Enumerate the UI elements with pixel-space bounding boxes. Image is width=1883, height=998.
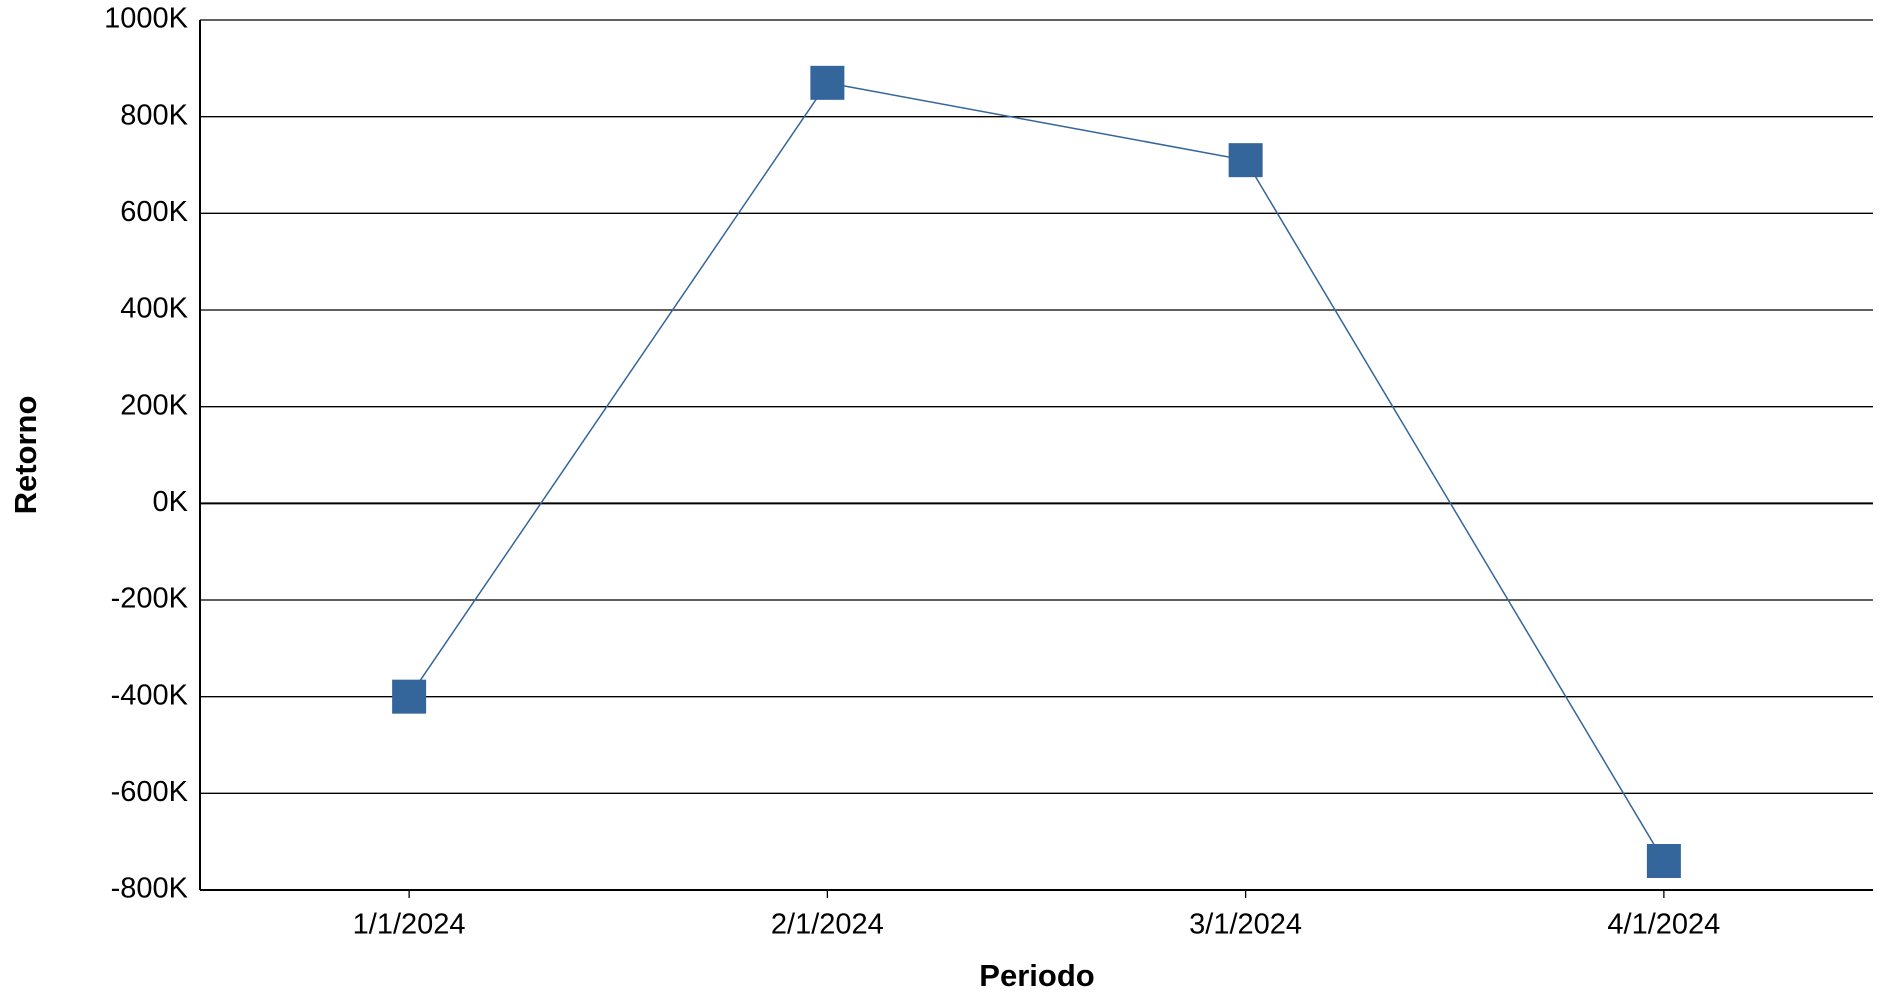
y-tick-label: 0K: [153, 486, 189, 518]
y-tick-label: -200K: [111, 583, 189, 615]
x-tick-label: 2/1/2024: [771, 909, 884, 941]
point-marker: [1228, 143, 1263, 178]
point-marker: [810, 65, 845, 100]
y-tick-label: -600K: [111, 776, 189, 808]
series-line: [408, 82, 1665, 862]
y-tick-label: 600K: [120, 196, 188, 228]
y-tick-label: 200K: [120, 389, 188, 421]
point-marker: [392, 679, 427, 714]
y-tick-label: 1000K: [104, 3, 189, 35]
y-tick-label: -400K: [111, 679, 189, 711]
x-tick-label: 1/1/2024: [353, 909, 466, 941]
y-tick-label: -800K: [111, 873, 189, 905]
x-axis-title: Periodo: [979, 958, 1094, 993]
y-axis-title: Retorno: [8, 396, 43, 515]
x-tick-label: 4/1/2024: [1607, 909, 1720, 941]
y-tick-label: 400K: [120, 293, 188, 325]
y-tick-label: 800K: [120, 99, 188, 131]
x-tick-label: 3/1/2024: [1189, 909, 1302, 941]
point-marker: [1646, 844, 1681, 878]
